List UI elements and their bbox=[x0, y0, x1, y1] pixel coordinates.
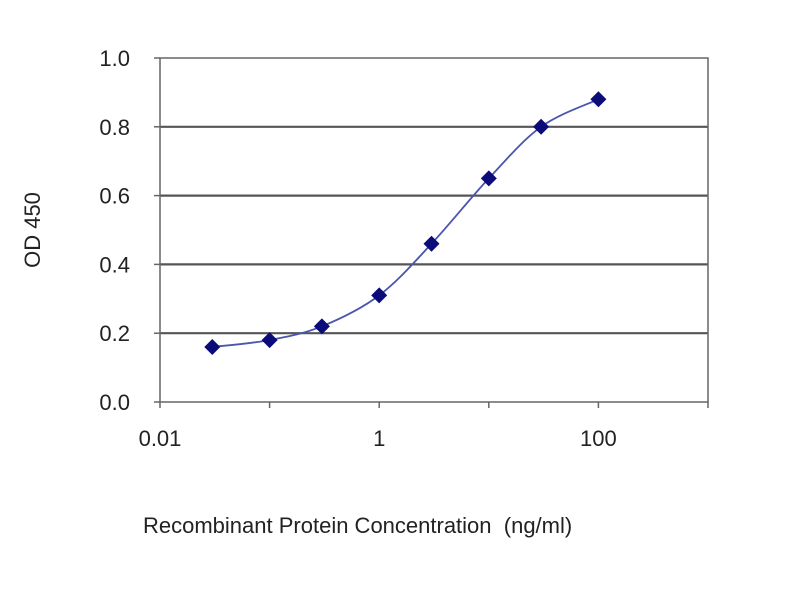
y-tick-label-1: 0.2 bbox=[99, 321, 130, 346]
grid-layer bbox=[160, 125, 708, 335]
data-point-7 bbox=[590, 91, 607, 108]
data-point-0 bbox=[204, 338, 221, 355]
y-tick-labels: 0.0 0.2 0.4 0.6 0.8 1.0 bbox=[99, 46, 160, 415]
fit-curve bbox=[212, 98, 599, 348]
y-tick-label-2: 0.4 bbox=[99, 252, 130, 277]
data-point-5 bbox=[480, 170, 497, 187]
x-tick-labels: 0.01 1 100 bbox=[139, 402, 709, 451]
x-tick-label-1: 1 bbox=[373, 426, 385, 451]
plot-frame bbox=[159, 57, 709, 403]
x-axis-title: Recombinant Protein Concentration (ng/ml… bbox=[143, 513, 572, 538]
x-tick-label-0: 0.01 bbox=[139, 426, 182, 451]
data-point-3 bbox=[371, 287, 388, 304]
y-tick-label-3: 0.6 bbox=[99, 184, 130, 209]
data-point-4 bbox=[423, 235, 440, 252]
y-tick-label-0: 0.0 bbox=[99, 390, 130, 415]
data-point-2 bbox=[313, 318, 330, 335]
data-point-6 bbox=[533, 118, 550, 135]
y-tick-label-5: 1.0 bbox=[99, 46, 130, 71]
data-points bbox=[204, 91, 607, 355]
x-tick-label-2: 100 bbox=[580, 426, 617, 451]
y-axis-title: OD 450 bbox=[20, 192, 45, 268]
y-tick-label-4: 0.8 bbox=[99, 115, 130, 140]
data-point-1 bbox=[261, 332, 278, 349]
